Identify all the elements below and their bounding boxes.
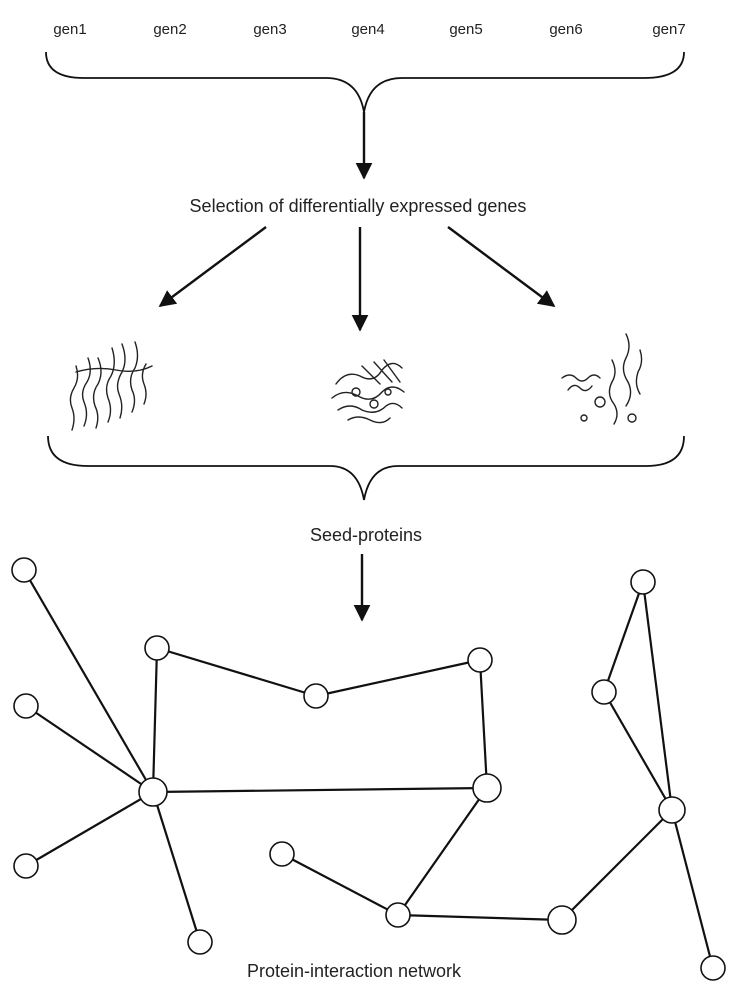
gene-label: gen3 xyxy=(253,21,286,38)
gene-label: gen4 xyxy=(351,21,384,38)
arrow-to-protein-right xyxy=(447,226,556,308)
protein-structure-icon xyxy=(331,359,405,424)
network-edge xyxy=(151,791,202,943)
network-node xyxy=(700,955,726,981)
gene-label: gen2 xyxy=(153,21,186,38)
protein-brace xyxy=(47,435,685,501)
network-edge xyxy=(23,569,154,793)
network-edge xyxy=(315,658,481,698)
network-node xyxy=(467,647,493,673)
arrow-to-protein-left xyxy=(158,226,267,308)
network-node-hub xyxy=(658,796,686,824)
network-label: Protein-interaction network xyxy=(247,961,462,981)
network-node xyxy=(591,679,617,705)
network-edge xyxy=(156,646,317,698)
network-edge xyxy=(602,581,645,693)
network-edge xyxy=(397,913,563,922)
network-edge xyxy=(641,581,674,811)
network-edge xyxy=(670,809,715,969)
network-edge xyxy=(25,791,154,867)
network-node xyxy=(269,841,295,867)
seed-proteins-label: Seed-proteins xyxy=(310,525,422,545)
network-node xyxy=(547,905,577,935)
gene-label: gen1 xyxy=(53,21,86,38)
network-node-hub xyxy=(472,773,502,803)
protein-structure-icon xyxy=(561,333,643,425)
network-edge xyxy=(478,659,489,789)
network-node xyxy=(303,683,329,709)
protein-structure-icon xyxy=(69,341,153,431)
network-node xyxy=(630,569,656,595)
network-node xyxy=(13,853,39,879)
network-node xyxy=(11,557,37,583)
network-edge xyxy=(25,705,154,793)
network-edge xyxy=(152,786,488,794)
network-edge xyxy=(151,647,159,793)
network-edge xyxy=(281,853,399,916)
network-node xyxy=(144,635,170,661)
network-node-hub xyxy=(138,777,168,807)
gene-label: gen6 xyxy=(549,21,582,38)
selection-label: Selection of differentially expressed ge… xyxy=(190,196,527,216)
network-edge xyxy=(603,691,673,811)
network-edge xyxy=(397,787,488,916)
gene-row: gen1 gen2 gen3 gen4 gen5 gen6 gen7 xyxy=(53,21,685,38)
network-edges xyxy=(23,569,715,969)
network-nodes xyxy=(11,557,726,981)
gene-brace xyxy=(45,51,685,113)
gene-label: gen5 xyxy=(449,21,482,38)
network-node xyxy=(187,929,213,955)
network-node xyxy=(385,902,411,928)
gene-label: gen7 xyxy=(652,21,685,38)
network-edge xyxy=(561,809,673,921)
network-node xyxy=(13,693,39,719)
